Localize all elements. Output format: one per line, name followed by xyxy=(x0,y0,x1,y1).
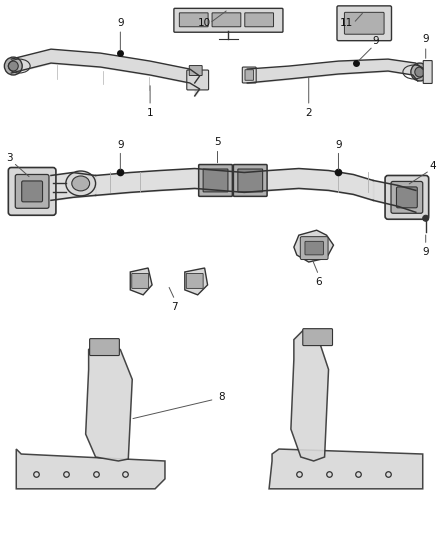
Text: 11: 11 xyxy=(340,18,353,28)
Circle shape xyxy=(8,61,18,71)
Text: 9: 9 xyxy=(335,140,342,150)
FancyBboxPatch shape xyxy=(203,169,228,192)
FancyBboxPatch shape xyxy=(132,273,148,288)
FancyBboxPatch shape xyxy=(245,13,273,27)
FancyBboxPatch shape xyxy=(174,9,283,32)
FancyBboxPatch shape xyxy=(300,237,328,260)
FancyBboxPatch shape xyxy=(233,165,267,196)
FancyBboxPatch shape xyxy=(245,70,254,80)
Text: 9: 9 xyxy=(422,34,429,44)
Polygon shape xyxy=(130,268,152,295)
FancyBboxPatch shape xyxy=(396,187,417,208)
FancyBboxPatch shape xyxy=(303,329,332,345)
FancyBboxPatch shape xyxy=(391,181,423,213)
Circle shape xyxy=(411,63,429,81)
Ellipse shape xyxy=(72,176,90,191)
FancyBboxPatch shape xyxy=(337,6,392,41)
Text: 1: 1 xyxy=(147,108,153,118)
Circle shape xyxy=(415,67,425,77)
Polygon shape xyxy=(294,230,333,262)
FancyBboxPatch shape xyxy=(238,169,263,192)
Text: 3: 3 xyxy=(6,152,13,163)
Text: 5: 5 xyxy=(214,136,221,147)
Text: 4: 4 xyxy=(429,160,436,171)
Polygon shape xyxy=(291,330,328,461)
FancyBboxPatch shape xyxy=(189,66,202,76)
Text: 7: 7 xyxy=(172,302,178,312)
Polygon shape xyxy=(16,449,165,489)
Text: 6: 6 xyxy=(315,277,322,287)
Text: 9: 9 xyxy=(373,36,379,46)
FancyBboxPatch shape xyxy=(385,175,429,219)
FancyBboxPatch shape xyxy=(242,67,256,83)
Circle shape xyxy=(4,57,22,75)
Text: 9: 9 xyxy=(422,247,429,257)
FancyBboxPatch shape xyxy=(187,70,208,90)
FancyBboxPatch shape xyxy=(22,181,42,202)
FancyBboxPatch shape xyxy=(179,13,208,27)
Text: 2: 2 xyxy=(305,108,312,118)
FancyBboxPatch shape xyxy=(423,61,432,84)
Text: 8: 8 xyxy=(218,392,225,402)
FancyBboxPatch shape xyxy=(199,165,233,196)
FancyBboxPatch shape xyxy=(15,174,49,208)
FancyBboxPatch shape xyxy=(186,273,203,288)
Polygon shape xyxy=(269,449,423,489)
Text: 9: 9 xyxy=(117,18,124,28)
Circle shape xyxy=(423,215,429,221)
Polygon shape xyxy=(185,268,208,295)
FancyBboxPatch shape xyxy=(344,12,384,34)
FancyBboxPatch shape xyxy=(8,167,56,215)
Text: 9: 9 xyxy=(117,140,124,150)
FancyBboxPatch shape xyxy=(305,241,323,255)
FancyBboxPatch shape xyxy=(212,13,241,27)
Text: 10: 10 xyxy=(198,18,211,28)
Polygon shape xyxy=(86,340,132,461)
FancyBboxPatch shape xyxy=(90,338,120,356)
Ellipse shape xyxy=(66,171,95,196)
